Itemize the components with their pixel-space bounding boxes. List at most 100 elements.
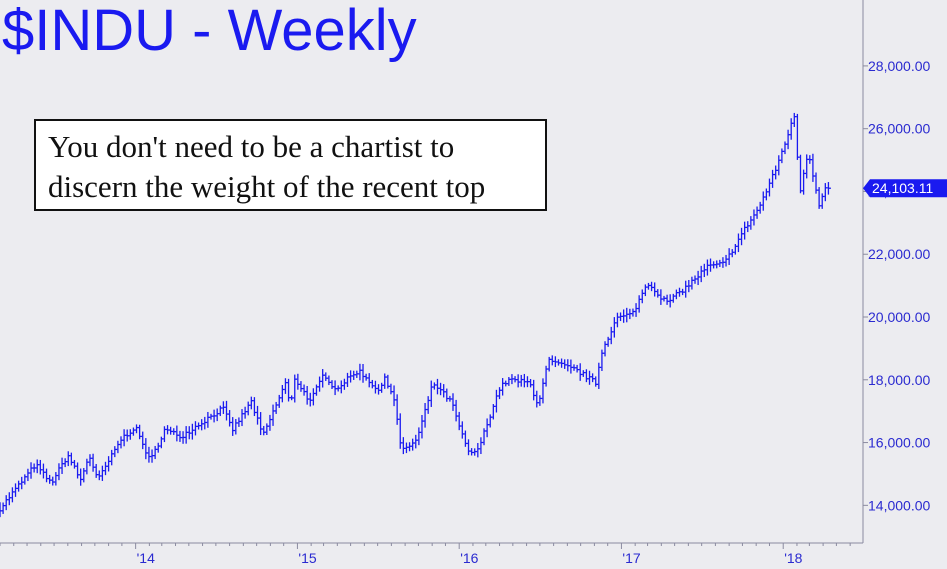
- price-bar: [359, 363, 363, 381]
- price-bar: [253, 397, 257, 417]
- price-bar: [815, 172, 819, 194]
- price-bar: [238, 417, 242, 427]
- price-bar: [644, 284, 648, 297]
- price-bar: [399, 413, 403, 449]
- price-bar: [247, 401, 251, 416]
- price-bar: [660, 289, 664, 305]
- price-bar: [188, 426, 192, 440]
- price-bar: [619, 312, 624, 322]
- price-bar: [408, 442, 413, 452]
- price-bar: [322, 369, 326, 388]
- price-bar: [219, 405, 223, 417]
- price-bar: [272, 404, 276, 426]
- price-bar: [95, 463, 99, 478]
- price-bar: [368, 373, 372, 388]
- price-bar: [492, 404, 496, 420]
- price-bar: [337, 385, 341, 392]
- price-bar: [287, 378, 292, 402]
- price-bar: [480, 437, 484, 455]
- time-tick-label: '15: [298, 550, 316, 566]
- price-tick-label: 18,000.00: [868, 372, 930, 388]
- price-bar: [557, 359, 561, 366]
- price-bar: [750, 216, 754, 230]
- price-bar: [241, 409, 245, 427]
- price-bar: [402, 437, 406, 455]
- price-bar: [629, 308, 633, 320]
- price-bar: [418, 427, 422, 446]
- price-bar: [505, 380, 509, 387]
- price-bar: [560, 358, 565, 368]
- price-bar: [309, 392, 313, 407]
- price-bar: [138, 424, 143, 440]
- price-bar: [281, 384, 285, 403]
- price-bar: [759, 201, 763, 214]
- price-axis: 14,000.00 16,000.00 18,000.00 20,000.00 22,0…: [863, 58, 930, 513]
- price-bar: [678, 287, 682, 297]
- price-bar: [166, 425, 171, 435]
- price-bar: [2, 502, 6, 514]
- price-bar: [284, 378, 288, 394]
- price-bar: [126, 429, 130, 442]
- price-bar: [436, 378, 440, 395]
- price-bar: [728, 248, 732, 266]
- price-bar: [210, 413, 214, 420]
- price-bar: [700, 265, 704, 283]
- price-bar: [303, 384, 307, 396]
- price-bar: [104, 461, 108, 476]
- price-bar: [650, 281, 655, 292]
- price-bar: [117, 440, 121, 454]
- price-bar: [666, 294, 670, 305]
- price-bar: [722, 257, 726, 268]
- price-bar: [163, 426, 167, 443]
- price-bar: [747, 221, 751, 233]
- price-bar: [781, 148, 785, 164]
- price-bar: [55, 472, 59, 486]
- price-bar: [266, 423, 270, 436]
- price-bar: [610, 326, 614, 345]
- price-bar: [353, 370, 357, 380]
- price-bar: [768, 178, 772, 197]
- price-bar: [691, 276, 695, 290]
- last-price-label: 24,103.11: [872, 180, 933, 196]
- price-bar: [511, 374, 515, 385]
- price-bar: [672, 293, 676, 303]
- price-bar: [278, 394, 282, 408]
- price-bar: [250, 396, 254, 410]
- price-bar: [86, 458, 90, 475]
- price-bar: [235, 419, 239, 435]
- price-bar: [45, 468, 50, 483]
- price-bar: [477, 443, 481, 458]
- price-bar: [439, 382, 444, 396]
- price-bar: [818, 187, 822, 209]
- price-bar: [595, 376, 599, 387]
- price-bar: [706, 259, 710, 276]
- price-bar: [753, 209, 757, 226]
- price-bar: [622, 309, 627, 323]
- price-bar: [362, 364, 366, 383]
- price-bar: [703, 263, 707, 278]
- price-bar: [654, 282, 658, 297]
- price-tick-label: 28,000.00: [868, 58, 930, 74]
- price-bar: [694, 275, 698, 284]
- price-bar: [300, 381, 304, 392]
- price-bar: [731, 249, 735, 258]
- price-bar: [681, 288, 686, 296]
- price-bar: [464, 430, 468, 447]
- price-bar: [393, 385, 397, 407]
- price-bar: [256, 405, 261, 425]
- price-bar: [36, 459, 40, 474]
- price-bar: [76, 462, 81, 479]
- price-bar: [294, 374, 298, 403]
- price-bar: [821, 193, 825, 209]
- price-bar: [635, 303, 639, 317]
- price-bar: [551, 355, 555, 366]
- price-bar: [598, 362, 602, 390]
- price-bar: [536, 390, 540, 408]
- price-bar: [21, 476, 25, 490]
- time-tick-label: '18: [784, 550, 802, 566]
- price-bar: [787, 129, 791, 150]
- price-bar: [430, 380, 434, 407]
- price-bar: [740, 227, 745, 246]
- price-bar: [719, 259, 723, 267]
- price-tick-label: 26,000.00: [868, 121, 930, 137]
